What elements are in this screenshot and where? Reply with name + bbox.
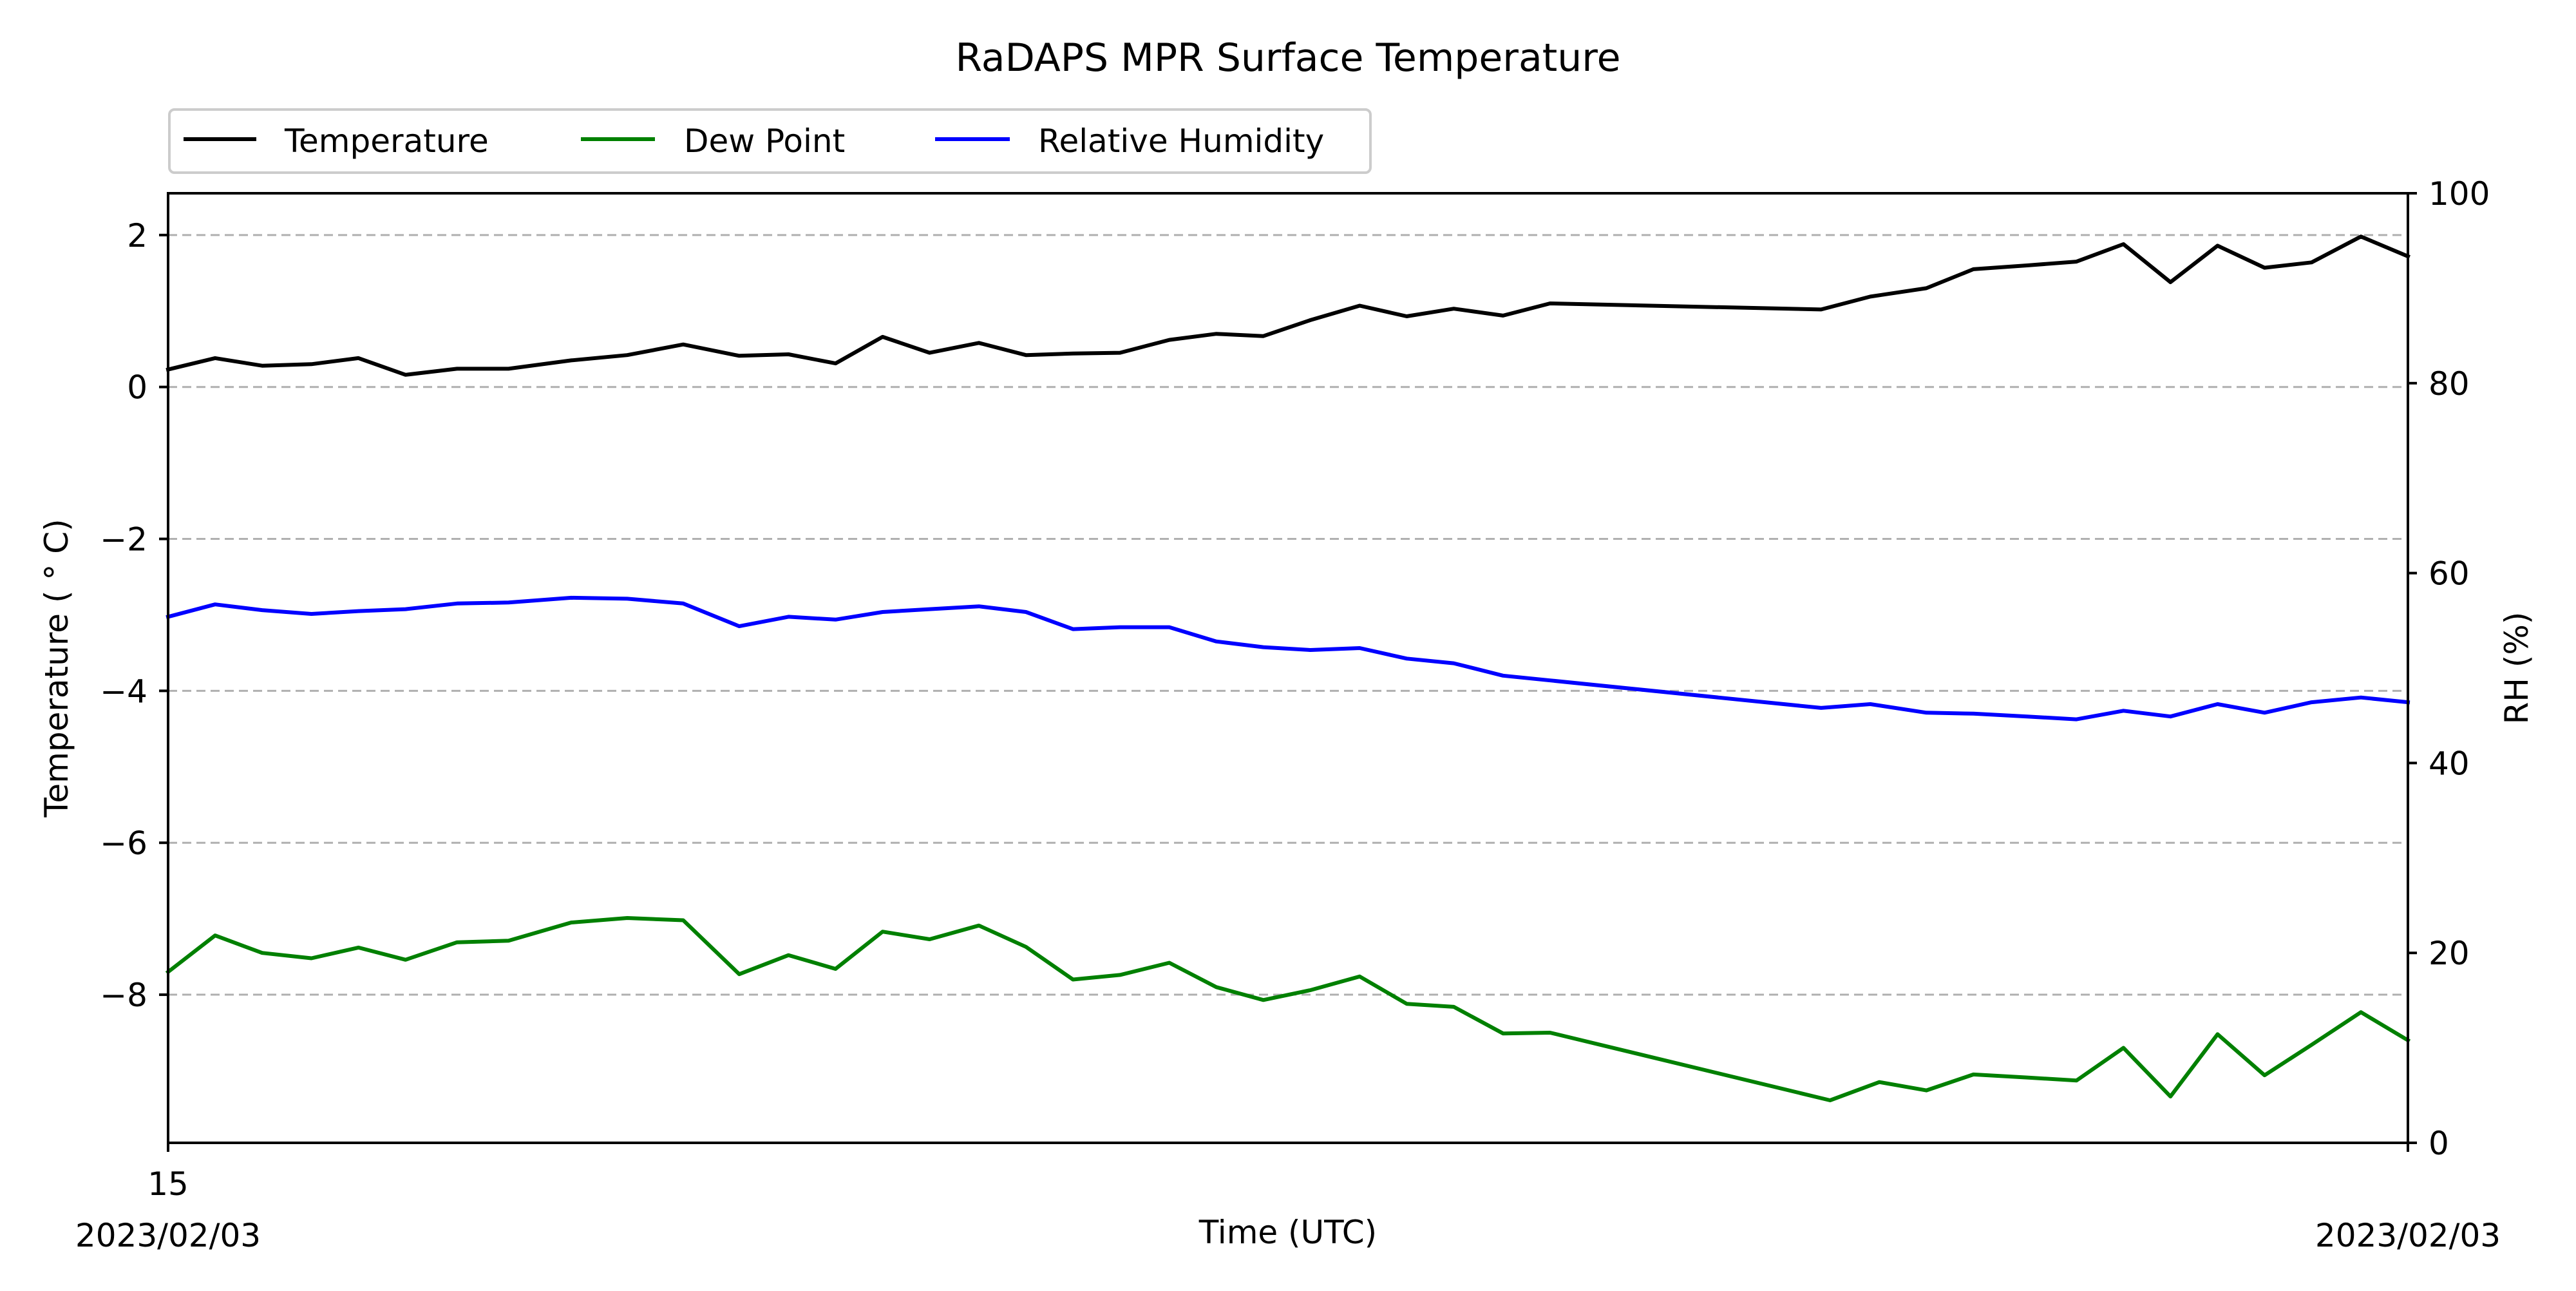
legend-label-temperature: Temperature xyxy=(284,122,489,160)
y-right-tick-label-0: 100 xyxy=(2429,175,2490,213)
legend: Temperature Dew Point Relative Humidity xyxy=(168,108,1372,174)
y-right-tick-label-5: 0 xyxy=(2429,1125,2449,1162)
y-left-tick-label-3: −4 xyxy=(100,673,147,710)
grid-lines xyxy=(168,234,2408,996)
legend-label-dew-point: Dew Point xyxy=(684,122,845,160)
series-line-relative-humidity xyxy=(166,595,2410,722)
y-left-tick-label-0: 2 xyxy=(127,217,147,254)
y-left-tick-label-2: −2 xyxy=(100,521,147,559)
x-tick-label-start: 15 xyxy=(147,1165,189,1203)
series-line-dew-point xyxy=(165,916,2411,1102)
legend-frame xyxy=(168,108,1372,174)
x-start-date-label: 2023/02/03 xyxy=(75,1217,261,1254)
y-left-tick-label-1: 0 xyxy=(127,369,147,406)
series-lines xyxy=(165,234,2411,1102)
y-right-tick-label-4: 20 xyxy=(2429,935,2470,972)
y-right-tick-label-2: 60 xyxy=(2429,555,2470,593)
y-right-tick-label-3: 40 xyxy=(2429,745,2470,782)
plot-frame xyxy=(167,192,2409,1144)
series-line-temperature xyxy=(166,234,2410,377)
y-left-tick-label-5: −8 xyxy=(100,977,147,1014)
x-end-date-label: 2023/02/03 xyxy=(2315,1217,2501,1254)
x-axis-label: Time (UTC) xyxy=(1198,1214,1377,1251)
legend-label-relative-humidity: Relative Humidity xyxy=(1038,122,1324,160)
chart-title: RaDAPS MPR Surface Temperature xyxy=(955,35,1620,81)
y-left-tick-label-4: −6 xyxy=(100,825,147,862)
y-axis-label-right: RH (%) xyxy=(2498,612,2535,725)
y-axis-label-left: Temperature ( ° C) xyxy=(38,519,75,818)
y-right-tick-label-1: 80 xyxy=(2429,365,2470,403)
